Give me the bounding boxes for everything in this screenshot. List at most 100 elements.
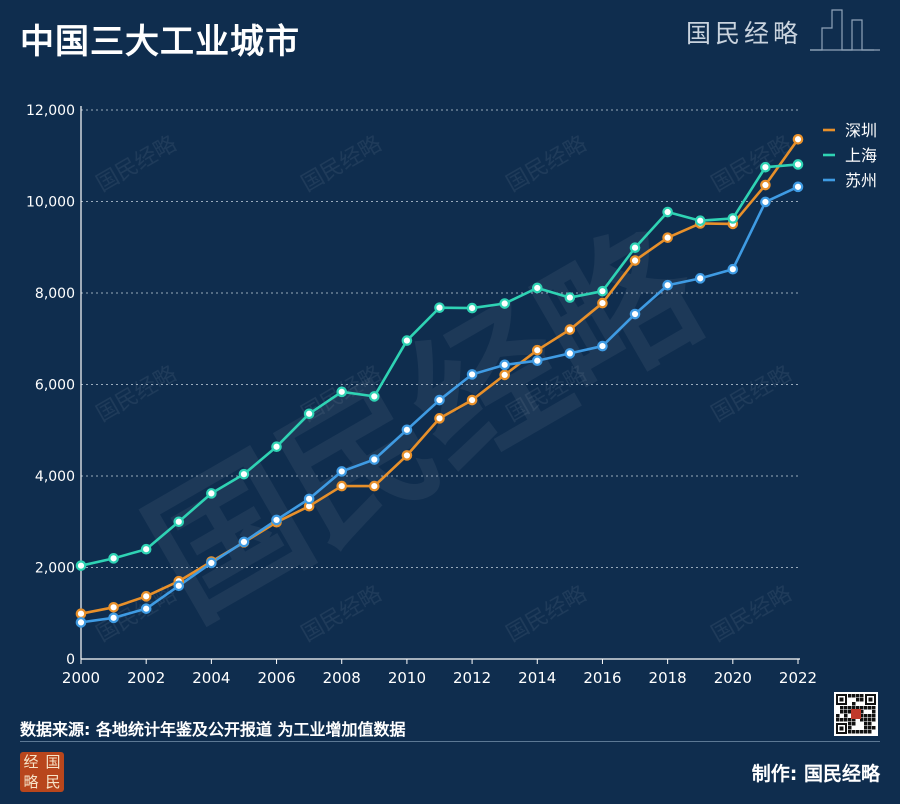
watermark-text: 国民经略 [92, 582, 181, 648]
y-tick-label: 6,000 [35, 378, 75, 394]
data-point[interactable] [303, 408, 315, 420]
data-point[interactable] [694, 215, 706, 227]
data-point[interactable] [727, 263, 739, 275]
data-point[interactable] [597, 340, 608, 352]
data-point[interactable] [140, 603, 152, 614]
data-point[interactable] [466, 394, 478, 406]
data-point[interactable] [108, 553, 119, 564]
page-title: 中国三大工业城市 [20, 22, 300, 62]
data-point[interactable] [531, 282, 543, 294]
y-tick-label: 10,000 [26, 195, 75, 211]
seal-char: 经 [23, 753, 39, 771]
data-point[interactable] [760, 196, 771, 208]
data-point[interactable] [238, 536, 250, 548]
data-point[interactable] [303, 493, 315, 505]
legend-label: 深圳 [845, 121, 877, 140]
watermark-text: 国民经略 [297, 132, 386, 198]
data-point[interactable] [271, 441, 282, 453]
data-point[interactable] [75, 617, 87, 628]
data-point[interactable] [173, 516, 185, 528]
source-note: 数据来源: 各地统计年鉴及公开报道 为工业增加值数据 [20, 720, 406, 739]
data-point[interactable] [108, 602, 119, 613]
y-tick-label: 8,000 [35, 286, 75, 302]
x-tick-label: 2010 [388, 669, 426, 687]
data-point[interactable] [629, 242, 641, 254]
data-point[interactable] [760, 161, 771, 173]
watermark-text: 国民经略 [502, 582, 591, 648]
data-point[interactable] [336, 466, 348, 477]
x-tick-label: 2000 [62, 669, 100, 687]
data-point[interactable] [369, 480, 380, 492]
data-point[interactable] [238, 468, 250, 480]
y-tick-label: 2,000 [35, 561, 75, 577]
brand-logo: 国民经略 [682, 4, 882, 56]
watermark-text: 国民经略 [92, 362, 181, 428]
data-point[interactable] [434, 302, 445, 313]
data-point[interactable] [499, 298, 510, 309]
data-point[interactable] [760, 179, 771, 191]
seal-char: 略 [23, 773, 39, 791]
data-point[interactable] [206, 557, 217, 569]
data-point[interactable] [206, 488, 217, 499]
data-point[interactable] [173, 580, 185, 592]
skyline-icon [810, 9, 880, 51]
watermark-text: 国民经略 [502, 132, 591, 198]
data-point[interactable] [531, 344, 543, 356]
data-point[interactable] [662, 206, 673, 218]
data-point[interactable] [597, 297, 608, 309]
data-point[interactable] [336, 386, 348, 398]
series-layer [75, 133, 804, 628]
data-point[interactable] [662, 279, 673, 291]
data-point[interactable] [564, 324, 576, 335]
data-point[interactable] [531, 355, 543, 367]
data-point[interactable] [466, 302, 478, 314]
data-point[interactable] [108, 612, 119, 624]
x-tick-label: 2006 [257, 669, 295, 687]
x-tick-label: 2018 [649, 669, 687, 687]
data-point[interactable] [629, 255, 641, 266]
data-point[interactable] [597, 285, 608, 297]
data-point[interactable] [466, 369, 478, 380]
data-point[interactable] [792, 133, 804, 145]
data-point[interactable] [434, 413, 445, 424]
legend-label: 上海 [845, 146, 877, 165]
legend-label: 苏州 [845, 171, 877, 190]
x-tick-label: 2002 [127, 669, 165, 687]
data-point[interactable] [369, 454, 380, 465]
y-tick-label: 0 [66, 652, 75, 668]
data-point[interactable] [564, 348, 576, 359]
data-point[interactable] [792, 159, 804, 170]
watermark-text: 国民经略 [707, 582, 796, 648]
data-point[interactable] [694, 273, 706, 284]
axes: 2000 2002 2004 2006 2008 2010 2012 2014 2016 2018… [62, 106, 817, 687]
data-point[interactable] [75, 560, 87, 571]
data-point[interactable] [140, 591, 152, 602]
data-point[interactable] [401, 335, 413, 346]
x-tick-label: 2020 [714, 669, 752, 687]
data-point[interactable] [564, 292, 576, 303]
x-tick-label: 2012 [453, 669, 491, 687]
data-point[interactable] [401, 450, 413, 461]
x-tick-label: 2004 [192, 669, 230, 687]
data-point[interactable] [499, 369, 510, 381]
data-point[interactable] [662, 232, 673, 243]
data-point[interactable] [629, 308, 641, 320]
qr-code-icon[interactable] [834, 692, 878, 736]
data-point[interactable] [140, 543, 152, 555]
grid-lines: 0 2,000 4,000 6,000 8,000 10,000 12,000 [26, 103, 800, 668]
watermark-large-text: 国民经略 [120, 197, 730, 651]
data-point[interactable] [336, 480, 348, 492]
y-tick-label: 4,000 [35, 469, 75, 485]
data-point[interactable] [727, 213, 739, 224]
data-point[interactable] [792, 181, 804, 193]
data-point[interactable] [75, 608, 87, 620]
data-point[interactable] [369, 391, 380, 402]
data-point[interactable] [434, 394, 445, 406]
brand-logo-text: 国民经略 [686, 19, 803, 48]
data-point[interactable] [499, 359, 510, 371]
data-point[interactable] [401, 424, 413, 436]
footer-divider [20, 741, 880, 742]
data-point[interactable] [271, 514, 282, 526]
